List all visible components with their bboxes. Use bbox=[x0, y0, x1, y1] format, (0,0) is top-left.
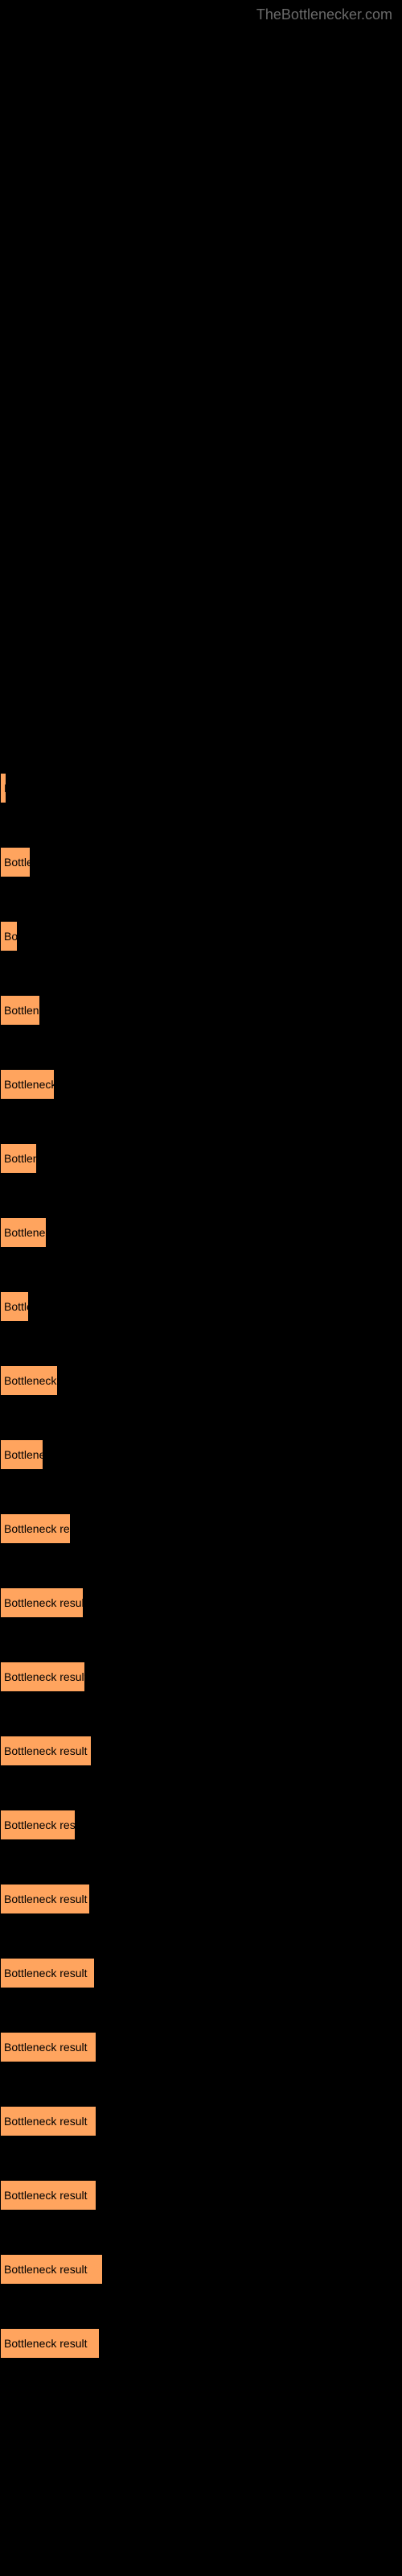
bar-row: Bottle bbox=[0, 1291, 29, 1322]
bar: Bottleneck result bbox=[0, 1884, 90, 1914]
bar: Bottleneck result bbox=[0, 1736, 92, 1766]
bar: Bottleneck result bbox=[0, 2328, 100, 2359]
bar-row: Bottleneck result bbox=[0, 2328, 100, 2359]
bar: Bottlen bbox=[0, 1143, 37, 1174]
bar-row: Bottle bbox=[0, 847, 31, 877]
watermark-text: TheBottlenecker.com bbox=[256, 6, 392, 23]
bar: Bottleneck result bbox=[0, 1958, 95, 1988]
bar: Bottlene bbox=[0, 1439, 43, 1470]
bar-row: Bottleneck result bbox=[0, 1884, 90, 1914]
bar-row: Bottleneck result bbox=[0, 1587, 84, 1618]
bar-row: Bottlene bbox=[0, 995, 40, 1026]
bar-row: Bottleneck result bbox=[0, 2254, 103, 2285]
bar: Bottleneck result bbox=[0, 1662, 85, 1692]
bar-row: Bottleneck resu bbox=[0, 1513, 71, 1544]
bar-row: Bottleneck result bbox=[0, 2180, 96, 2211]
bar-row: Bottleneck result bbox=[0, 2032, 96, 2062]
bar: Bottleneck bbox=[0, 1069, 55, 1100]
bar: Bottleneck result bbox=[0, 2032, 96, 2062]
bar: Bottleneck res bbox=[0, 1810, 76, 1840]
bar: Bottleneck result bbox=[0, 1587, 84, 1618]
bar-row: Bo bbox=[0, 921, 18, 952]
bar: Bottlenec bbox=[0, 1217, 47, 1248]
bar-row: Bottleneck result bbox=[0, 2106, 96, 2136]
bar-row: Bottleneck bbox=[0, 1069, 55, 1100]
bar: Bottle bbox=[0, 847, 31, 877]
bar: Bottleneck resu bbox=[0, 1513, 71, 1544]
bar-row: Bottlene bbox=[0, 1439, 43, 1470]
bar: Bottleneck r bbox=[0, 1365, 58, 1396]
bar: Bottle bbox=[0, 1291, 29, 1322]
bar: B bbox=[0, 773, 6, 803]
bar: Bo bbox=[0, 921, 18, 952]
bar: Bottleneck result bbox=[0, 2180, 96, 2211]
bar-row: Bottleneck result bbox=[0, 1958, 95, 1988]
bar-row: Bottleneck r bbox=[0, 1365, 58, 1396]
bar-row: Bottleneck result bbox=[0, 1736, 92, 1766]
bar: Bottlene bbox=[0, 995, 40, 1026]
bar-row: B bbox=[0, 773, 6, 803]
bar-row: Bottleneck res bbox=[0, 1810, 76, 1840]
bar: Bottleneck result bbox=[0, 2254, 103, 2285]
bar: Bottleneck result bbox=[0, 2106, 96, 2136]
bar-row: Bottlen bbox=[0, 1143, 37, 1174]
bar-row: Bottleneck result bbox=[0, 1662, 85, 1692]
bar-row: Bottlenec bbox=[0, 1217, 47, 1248]
